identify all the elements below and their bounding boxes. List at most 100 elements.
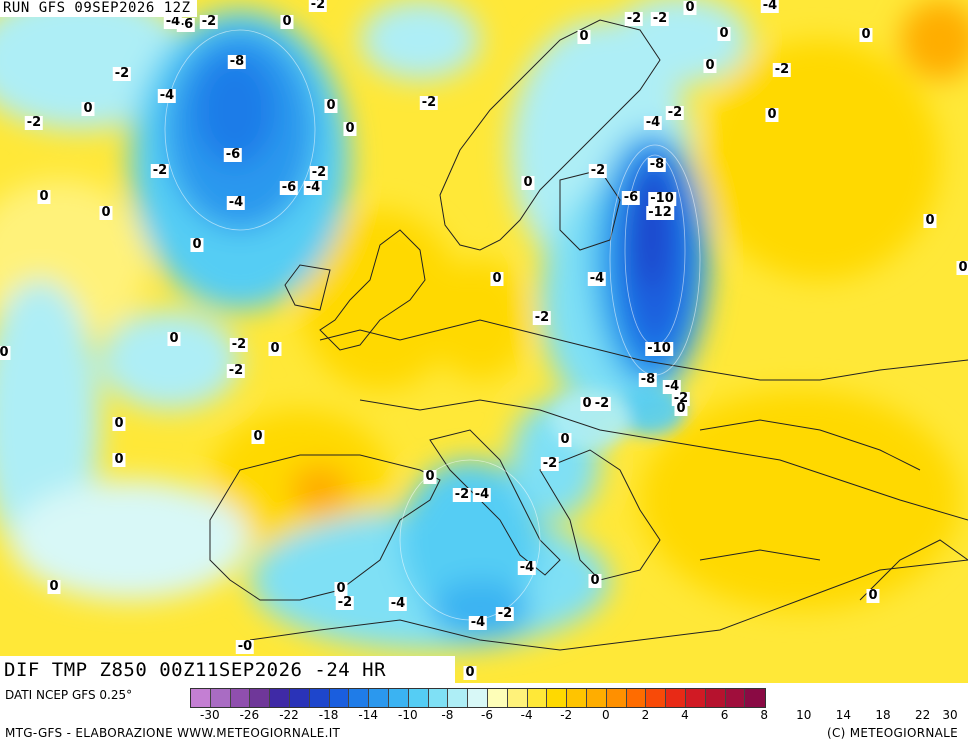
contour-label: -4	[468, 615, 488, 630]
scale-swatch	[448, 689, 469, 707]
contour-label: -2	[592, 396, 612, 411]
scale-swatch	[646, 689, 667, 707]
contour-label: 0	[112, 416, 126, 431]
scale-swatch	[230, 689, 251, 707]
contour-label: -12	[646, 205, 674, 220]
contour-label: -4	[157, 88, 177, 103]
contour-label: -2	[112, 66, 132, 81]
contour-label: -2	[150, 163, 170, 178]
contour-label: -8	[638, 372, 658, 387]
scale-tick-label: 2	[641, 708, 650, 722]
contour-label: 0	[866, 588, 880, 603]
contour-label: -2	[452, 487, 472, 502]
scale-tick-label: 6	[720, 708, 729, 722]
scale-tick-label: -8	[441, 708, 454, 722]
data-source: DATI NCEP GFS 0.25°	[5, 688, 133, 702]
scale-swatch	[547, 689, 568, 707]
contour-label: -4	[226, 195, 246, 210]
contour-label: 0	[47, 579, 61, 594]
contour-label: 0	[674, 401, 688, 416]
scale-swatch	[329, 689, 350, 707]
contour-label: 0	[112, 452, 126, 467]
contour-label: -2	[650, 11, 670, 26]
scale-tick-label: 8	[760, 708, 769, 722]
scale-tick-label: 10	[796, 708, 812, 722]
scale-swatch	[309, 689, 330, 707]
scale-tick-label: -10	[397, 708, 418, 722]
scale-tick-label: 0	[601, 708, 610, 722]
scale-swatch	[428, 689, 449, 707]
contour-label: -10	[645, 341, 673, 356]
contour-label: -8	[647, 157, 667, 172]
contour-label: -2	[772, 62, 792, 77]
scale-swatch	[468, 689, 488, 707]
scale-swatch	[725, 689, 746, 707]
color-scale	[190, 688, 767, 708]
scale-swatch	[408, 689, 429, 707]
contour-label: 0	[324, 98, 338, 113]
contour-label: -2	[624, 11, 644, 26]
contour-label: -0	[235, 639, 255, 654]
contour-label: 0	[859, 27, 873, 42]
scale-swatch	[626, 689, 647, 707]
contour-label: -6	[279, 180, 299, 195]
scale-tick-label: -22	[279, 708, 299, 722]
scale-swatch	[586, 689, 607, 707]
coastlines	[209, 19, 968, 651]
product-title: DIF TMP Z850 00Z11SEP2026 -24 HR	[0, 656, 455, 684]
contour-label: 0	[490, 271, 504, 286]
contour-label: 0	[37, 189, 51, 204]
scale-swatch	[289, 689, 310, 707]
scale-tick-label: -14	[358, 708, 378, 722]
scale-tick-label: -6	[481, 708, 493, 722]
scale-swatch	[527, 689, 548, 707]
scale-tick-label: 22	[914, 708, 931, 722]
scale-swatch	[369, 689, 389, 707]
contour-label: -2	[540, 456, 560, 471]
scale-swatch	[685, 689, 706, 707]
credit-right: (C) METEOGIORNALE	[826, 726, 958, 740]
contour-label: -2	[308, 0, 328, 12]
contour-label: -2	[532, 310, 552, 325]
contour-label: 0	[956, 260, 968, 275]
contour-label: 0	[577, 29, 591, 44]
scale-tick-label: -2	[560, 708, 573, 722]
contour-label: 0	[268, 341, 282, 356]
contour-label: -4	[517, 560, 537, 575]
contour-label: 0	[683, 0, 697, 15]
contour-label: -2	[495, 606, 515, 621]
contour-label: -4	[388, 596, 408, 611]
contour-label: -8	[227, 54, 247, 69]
contour-label: 0	[190, 237, 204, 252]
contour-label: 0	[558, 432, 572, 447]
scale-tick-label: 18	[875, 708, 891, 722]
scale-tick-label: 30	[942, 708, 958, 722]
contour-label: -2	[199, 14, 219, 29]
scale-tick-label: 14	[835, 708, 852, 722]
scale-tick-label: -26	[239, 708, 260, 722]
scale-tick-label: 4	[681, 708, 689, 722]
contour-label: -2	[24, 115, 44, 130]
contour-label: -4	[303, 180, 323, 195]
contour-label: -4	[163, 14, 183, 29]
contour-label: -10	[648, 191, 676, 206]
contour-label: 0	[588, 573, 602, 588]
scale-swatch	[388, 689, 409, 707]
contour-label: -2	[335, 595, 355, 610]
contour-label: 0	[167, 331, 181, 346]
credit-left: MTG-GFS - ELABORAZIONE WWW.METEOGIORNALE…	[5, 726, 341, 740]
contour-label: 0	[423, 469, 437, 484]
contour-label: -2	[665, 105, 685, 120]
contour-label: 0	[81, 101, 95, 116]
scale-swatch	[507, 689, 528, 707]
contour-label: -4	[662, 379, 682, 394]
weather-map	[0, 0, 968, 683]
scale-swatch	[210, 689, 231, 707]
contour-label: -4	[643, 115, 663, 130]
contour-label: -4	[760, 0, 780, 13]
contour-label: 0	[463, 665, 477, 680]
scale-swatch	[567, 689, 587, 707]
contour-label: 0	[717, 26, 731, 41]
contour-label: -6	[621, 190, 641, 205]
contour-label: 0	[0, 346, 11, 360]
